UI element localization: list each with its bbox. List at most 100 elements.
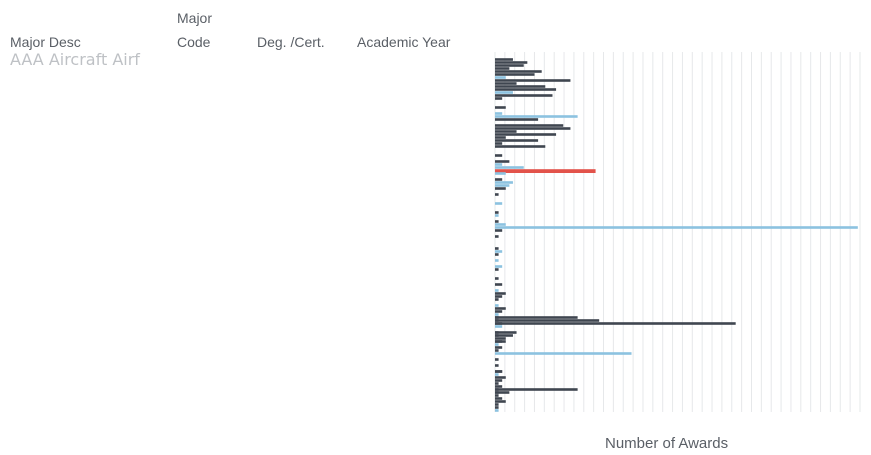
bar [495, 169, 596, 173]
bar [495, 139, 539, 142]
bar [495, 283, 503, 286]
bar [495, 340, 506, 343]
bar [495, 229, 503, 232]
bar [495, 382, 499, 385]
bar [495, 250, 503, 253]
bar [495, 292, 506, 295]
bar [495, 400, 506, 403]
bar [495, 136, 506, 139]
bar [495, 79, 571, 82]
bar [495, 289, 499, 292]
major-desc-column: AAA Aircraft Airf [10, 52, 170, 412]
bar [495, 298, 499, 301]
bar [495, 253, 499, 256]
bar [495, 259, 499, 262]
bar [495, 88, 557, 91]
bar [495, 130, 517, 133]
bar [495, 358, 499, 361]
bar [495, 379, 503, 382]
bar [495, 58, 513, 61]
bar [495, 349, 499, 352]
bar [495, 277, 499, 280]
bar [495, 82, 517, 85]
bar [495, 235, 499, 238]
bar [495, 313, 499, 316]
bar [495, 352, 632, 355]
bar [495, 373, 499, 376]
bar [495, 322, 736, 325]
academic-year-column [357, 52, 452, 412]
bar [495, 307, 506, 310]
bar [495, 73, 535, 76]
bar [495, 163, 503, 166]
bar [495, 166, 524, 169]
bar [495, 112, 503, 115]
bar [495, 409, 499, 412]
bar [495, 61, 528, 64]
bar [495, 154, 503, 157]
bar [495, 118, 539, 121]
grid-lines [494, 52, 861, 412]
bar [495, 343, 499, 346]
bar [495, 376, 506, 379]
bar [495, 187, 506, 190]
bar [495, 370, 503, 373]
bar [495, 403, 499, 406]
bar [495, 91, 513, 94]
bar [495, 106, 506, 109]
header-major-desc: Major Desc [10, 34, 81, 50]
bar [495, 172, 506, 175]
bar [495, 184, 510, 187]
bar [495, 211, 499, 214]
bar [495, 85, 546, 88]
bar [495, 160, 510, 163]
bar [495, 319, 600, 322]
degree-column [257, 52, 352, 412]
bar [495, 181, 513, 184]
bar [495, 394, 499, 397]
bar [495, 94, 553, 97]
major-desc-cell-first: AAA Aircraft Airf [10, 52, 140, 68]
bar [495, 70, 542, 73]
bar [495, 268, 499, 271]
bar [495, 397, 503, 400]
bar [495, 178, 503, 181]
bar [495, 391, 510, 394]
bar [495, 295, 503, 298]
header-major-code-line2: Code [177, 34, 211, 50]
major-code-column [177, 52, 237, 412]
header-major-code-line1: Major [177, 10, 213, 26]
bar [495, 214, 499, 217]
bar [495, 64, 524, 67]
bar [495, 337, 506, 340]
bar [495, 331, 517, 334]
bar [495, 310, 503, 313]
header-academic-year: Academic Year [357, 34, 451, 50]
bar [495, 202, 503, 205]
awards-bar-chart [494, 52, 861, 412]
bar [495, 220, 499, 223]
bar [495, 97, 503, 100]
bar [495, 67, 510, 70]
bar [495, 346, 503, 349]
bar [495, 223, 506, 226]
bar [495, 406, 499, 409]
bar [495, 316, 578, 319]
bar [495, 133, 557, 136]
bar [495, 115, 578, 118]
bar [495, 388, 578, 391]
bar [495, 76, 506, 79]
bar [495, 142, 503, 145]
header-degree-cert: Deg. /Cert. [257, 34, 325, 50]
bar [495, 304, 499, 307]
bar [495, 145, 546, 148]
bar [495, 265, 503, 268]
bar [495, 334, 513, 337]
bar [495, 385, 503, 388]
bar [495, 127, 571, 130]
bars [495, 58, 858, 412]
x-axis-label: Number of Awards [605, 435, 729, 452]
bar [495, 124, 564, 127]
bar [495, 247, 499, 250]
bar [495, 193, 499, 196]
